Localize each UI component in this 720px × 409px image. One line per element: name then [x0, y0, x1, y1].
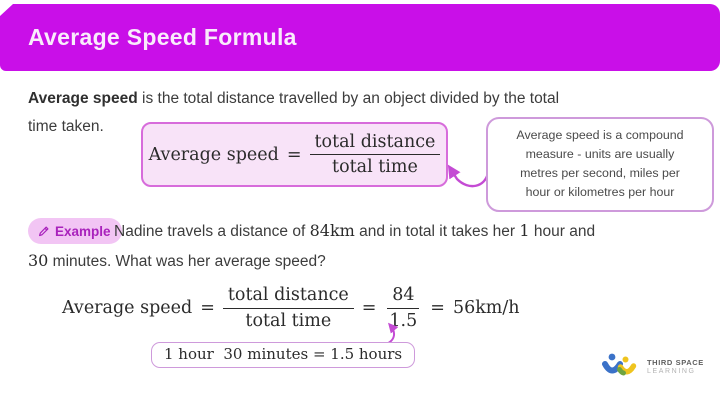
conversion-note-box: 1 hour 30 minutes = 1.5 hours	[151, 342, 416, 368]
formula-lhs: Average speed	[148, 144, 279, 165]
callout-line: measure - units are usually	[525, 147, 675, 161]
solution-equals-2: =	[361, 298, 377, 318]
fraction-denominator: total time	[245, 310, 332, 331]
solution-lhs: Average speed	[62, 298, 193, 318]
third-space-learning-logo: THIRD SPACE LEARNING	[602, 350, 704, 382]
example-text-line-2: 30 minutes. What was her average speed?	[28, 251, 326, 271]
callout-arrow-icon	[447, 164, 489, 188]
example-text: Nadine travels a distance of	[114, 223, 310, 240]
example-badge: Example	[28, 218, 122, 244]
logo-text: THIRD SPACE LEARNING	[647, 358, 704, 375]
logo-subtitle: LEARNING	[647, 367, 696, 375]
formula-equals: =	[286, 144, 302, 165]
solution-equals-3: =	[430, 298, 445, 318]
formula-box: Average speed = total distance total tim…	[141, 122, 448, 187]
example-badge-label: Example	[55, 223, 111, 239]
solution-result: 56km/h	[452, 298, 520, 318]
example-math-30: 30	[28, 251, 49, 270]
example-text: hour and	[529, 223, 596, 240]
solution-equation: Average speed = total distance total tim…	[62, 281, 520, 335]
example-math-1: 1	[519, 221, 530, 240]
callout-line: metres per second, miles per	[520, 166, 680, 180]
callout-box: Average speed is a compound measure - un…	[486, 117, 714, 212]
solution-equals-1: =	[200, 298, 215, 318]
example-text-line-1: Nadine travels a distance of 84km and in…	[114, 221, 595, 241]
intro-line-1: Average speed is the total distance trav…	[28, 85, 698, 113]
logo-name: THIRD SPACE	[647, 357, 704, 367]
example-text: and in total it takes her	[354, 223, 520, 240]
formula-fraction: total distance total time	[309, 132, 441, 177]
header-banner: Average Speed Formula	[0, 4, 720, 71]
page-title: Average Speed Formula	[28, 24, 297, 50]
pencil-icon	[38, 226, 49, 236]
fraction-numerator: total distance	[222, 285, 354, 309]
callout-line: hour or kilometres per hour	[525, 185, 675, 199]
logo-icon	[602, 353, 637, 376]
fraction-numerator: 84	[387, 285, 420, 309]
fraction-numerator: total distance	[309, 132, 441, 155]
example-math-84km: 84km	[309, 221, 355, 240]
intro-paragraph: Average speed is the total distance trav…	[28, 85, 698, 141]
solution-fraction-words: total distance total time	[222, 285, 354, 331]
callout-line: Average speed is a compound	[516, 128, 684, 142]
intro-line-2: time taken.	[28, 118, 104, 135]
intro-bold-term: Average speed	[28, 90, 138, 107]
intro-line-1-rest: is the total distance travelled by an ob…	[137, 90, 560, 107]
example-text: minutes. What was her average speed?	[48, 253, 326, 270]
fraction-denominator: total time	[332, 157, 418, 177]
